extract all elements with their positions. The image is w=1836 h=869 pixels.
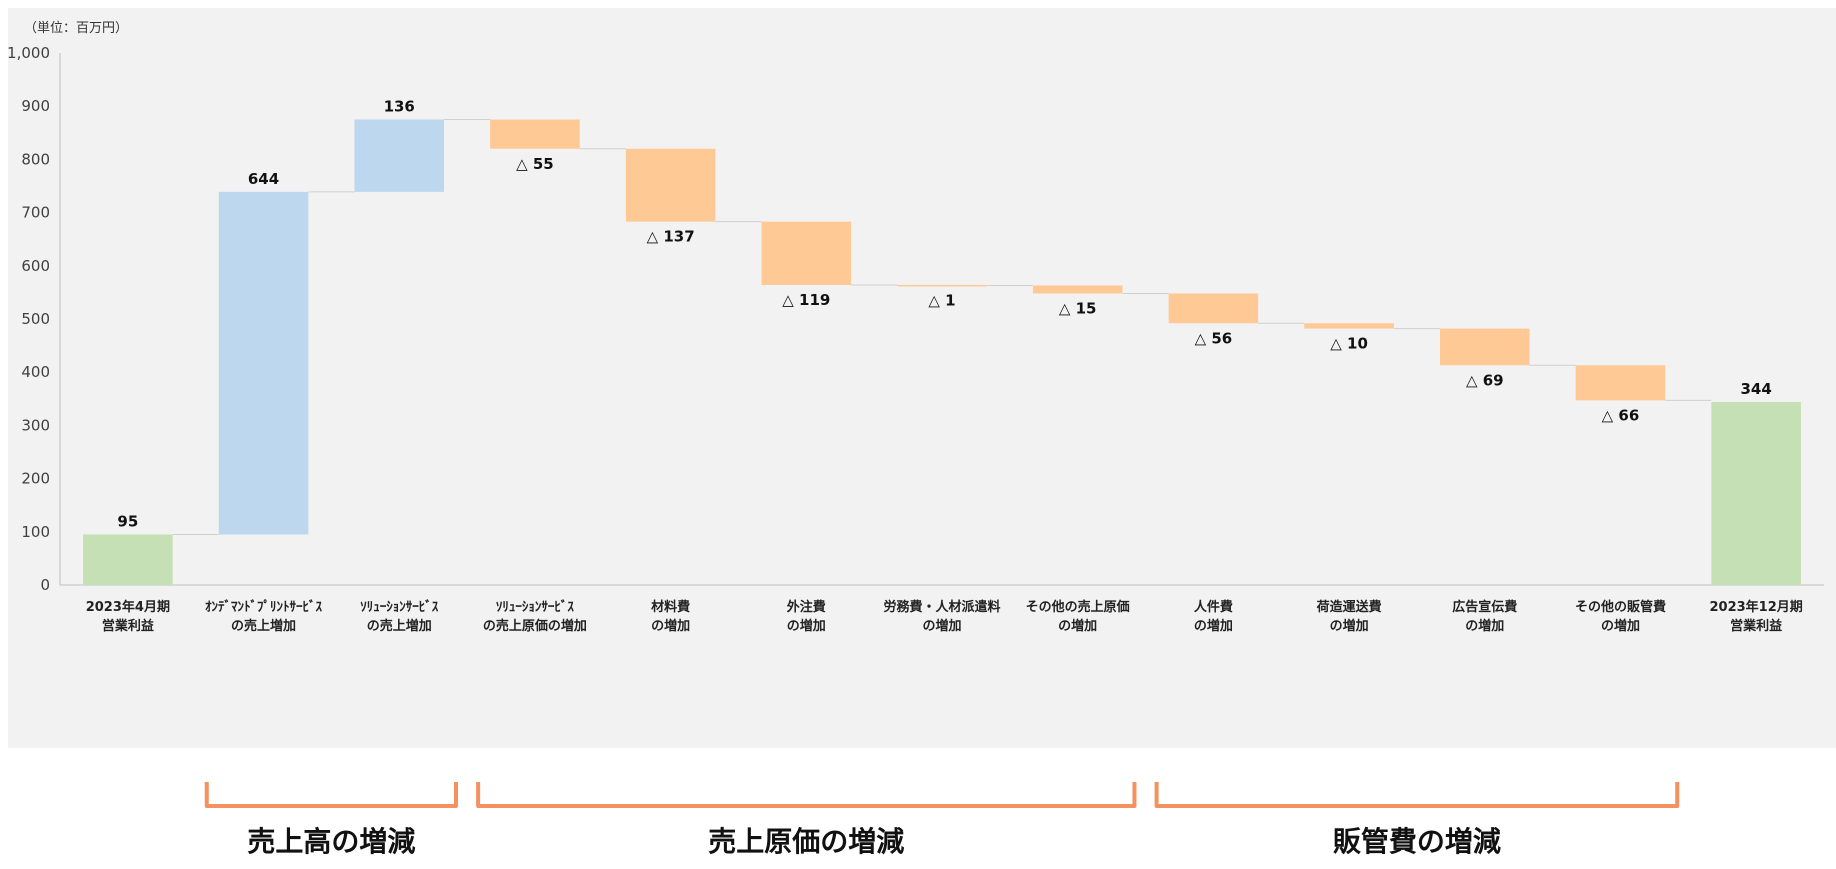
bar	[218, 191, 309, 535]
bar	[625, 148, 716, 222]
x-tick-label: ｵﾝﾃﾞﾏﾝﾄﾞﾌﾟﾘﾝﾄｻｰﾋﾞｽ	[205, 599, 323, 615]
x-tick-label: の増加	[1601, 618, 1640, 634]
x-tick-label: の増加	[651, 618, 690, 634]
y-tick-label: 700	[21, 204, 50, 222]
y-tick-label: 600	[21, 257, 50, 275]
bar	[1439, 328, 1530, 366]
y-tick-label: 200	[21, 470, 50, 488]
x-axis-labels: 2023年4月期営業利益ｵﾝﾃﾞﾏﾝﾄﾞﾌﾟﾘﾝﾄｻｰﾋﾞｽの売上増加ｿﾘｭｰｼ…	[86, 599, 1803, 634]
chart-canvas: （単位：百万円） 0 100 200 300 400 500 600 700 800 900 1,0…	[7, 8, 1836, 748]
x-tick-label: 荷造運送費	[1316, 599, 1382, 615]
data-label: △ 10	[1330, 335, 1368, 353]
group-bracket	[1154, 782, 1680, 808]
bar	[1711, 401, 1801, 585]
x-tick-label: 外注費	[786, 599, 826, 615]
x-tick-label: の増加	[787, 618, 826, 634]
bar	[83, 534, 173, 585]
x-tick-label: 営業利益	[1730, 618, 1782, 634]
x-tick-label: ｿﾘｭｰｼｮﾝｻｰﾋﾞｽ	[496, 599, 575, 615]
data-label: △ 66	[1602, 406, 1640, 424]
bar	[1168, 293, 1259, 324]
x-tick-label: の売上増加	[231, 618, 296, 634]
bars	[83, 119, 1801, 585]
x-tick-label: 労務費・人材派遣料	[883, 599, 1000, 615]
x-tick-label: の増加	[922, 618, 961, 634]
y-tick-label: 0	[40, 576, 50, 594]
group-label: 販管費の増減	[1332, 825, 1501, 858]
data-label: △ 1	[928, 291, 955, 309]
data-label: 136	[384, 98, 415, 116]
bar	[354, 119, 445, 192]
unit-label: （単位：百万円）	[24, 20, 128, 36]
group-bracket	[204, 782, 459, 808]
y-tick-label: 400	[21, 363, 50, 381]
y-axis: 0 100 200 300 400 500 600 700 800 900 1,000	[7, 44, 1824, 594]
data-label: △ 55	[516, 155, 554, 173]
x-tick-label: 材料費	[651, 599, 690, 615]
data-label: △ 69	[1466, 371, 1504, 389]
x-tick-label: の増加	[1058, 618, 1097, 634]
x-tick-label: の売上増加	[367, 618, 432, 634]
x-tick-label: の売上原価の増加	[483, 618, 587, 634]
bar	[490, 119, 580, 149]
x-tick-label: その他の売上原価	[1026, 599, 1130, 615]
bar	[897, 284, 987, 287]
data-label: 95	[117, 512, 138, 530]
y-tick-label: 1,000	[8, 44, 50, 62]
data-label: 344	[1740, 380, 1771, 398]
y-tick-label: 500	[21, 310, 50, 328]
x-tick-label: 人件費	[1194, 599, 1233, 615]
group-bracket	[476, 782, 1137, 808]
bar	[1032, 285, 1123, 294]
x-tick-label: の増加	[1330, 618, 1369, 634]
x-tick-label: の増加	[1194, 618, 1233, 634]
data-label: △ 119	[782, 291, 830, 309]
group-label: 売上原価の増減	[708, 825, 905, 858]
connector-lines	[172, 119, 1712, 535]
bar	[1304, 323, 1394, 329]
data-label: △ 137	[647, 228, 695, 246]
waterfall-chart: （単位：百万円） 0 100 200 300 400 500 600 700 800 900 1,0…	[7, 8, 1836, 748]
data-labels: 95 644 136 △ 55 △ 137 △ 119 △ 1 △ 15 △ 56 △ 10 △ 6…	[117, 98, 1771, 531]
x-tick-label: の増加	[1465, 618, 1504, 634]
plot-background	[8, 8, 1836, 748]
y-tick-label: 800	[21, 150, 50, 168]
group-label: 売上高の増減	[247, 825, 416, 858]
data-label: 644	[248, 170, 279, 188]
x-tick-label: その他の販管費	[1575, 599, 1666, 615]
x-tick-label: 2023年4月期	[86, 599, 170, 615]
bar	[761, 221, 852, 285]
x-tick-label: 広告宣伝費	[1452, 599, 1517, 615]
bar	[1575, 365, 1666, 401]
x-tick-label: 2023年12月期	[1710, 599, 1803, 615]
y-tick-label: 100	[21, 523, 50, 541]
data-label: △ 15	[1059, 299, 1097, 317]
y-tick-label: 300	[21, 416, 50, 434]
x-tick-label: 営業利益	[102, 618, 154, 634]
x-tick-label: ｿﾘｭｰｼｮﾝｻｰﾋﾞｽ	[360, 599, 439, 615]
y-tick-label: 900	[21, 97, 50, 115]
data-label: △ 56	[1195, 329, 1233, 347]
